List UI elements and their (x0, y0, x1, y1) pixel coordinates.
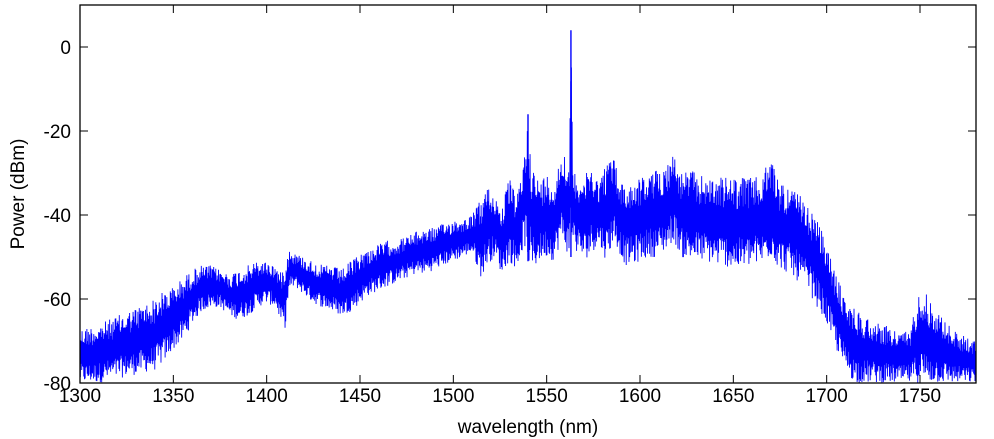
x-tick-label: 1400 (246, 386, 288, 407)
x-tick-label: 1750 (899, 386, 941, 407)
x-tick-label: 1600 (619, 386, 661, 407)
tick-layer: 1300 1350 1400 1450 1500 1550 1600 1650 1700 1750… (44, 5, 976, 407)
x-tick-label: 1550 (526, 386, 568, 407)
x-tick-label: 1700 (806, 386, 848, 407)
y-tick-label: 0 (60, 38, 71, 59)
x-axis-label: wavelength (nm) (457, 417, 598, 438)
y-axis-label: Power (dBm) (8, 139, 29, 250)
y-tick-label: -60 (44, 290, 71, 311)
plot-frame (79, 4, 977, 384)
x-tick-label: 1650 (712, 386, 754, 407)
y-tick-label: -40 (44, 206, 71, 227)
y-tick-label: -80 (44, 374, 71, 395)
series-layer (80, 30, 976, 383)
y-tick-label: -20 (44, 122, 71, 143)
x-tick-label: 1500 (432, 386, 474, 407)
x-tick-label: 1350 (152, 386, 194, 407)
x-tick-label: 1450 (339, 386, 381, 407)
x-tick-label: 1300 (59, 386, 101, 407)
